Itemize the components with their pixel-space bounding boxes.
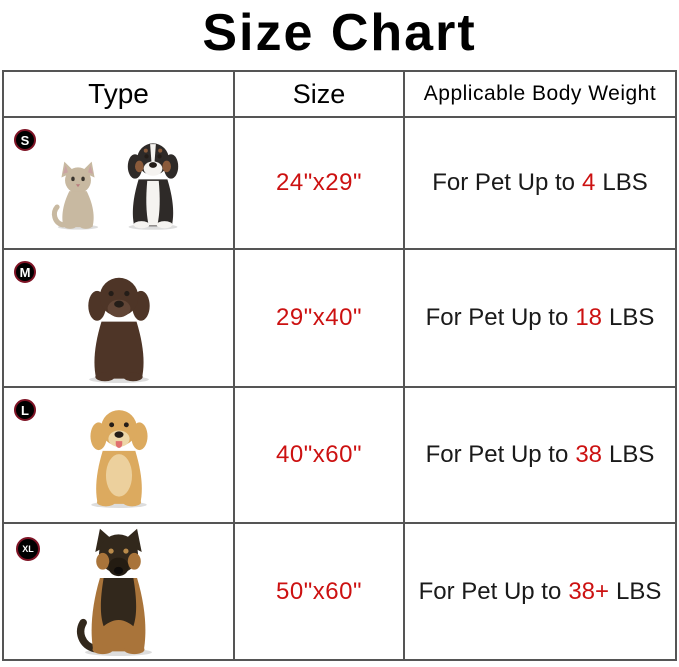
column-header-weight: Applicable Body Weight <box>403 70 677 119</box>
type-cell-s: S <box>2 116 235 251</box>
size-badge-l: L <box>14 399 36 422</box>
weight-value: 18 <box>575 304 603 332</box>
size-value: 24"x29" <box>276 169 362 197</box>
weight-cell-s: For Pet Up to 4 LBS <box>403 116 677 251</box>
weight-value: 4 <box>582 169 596 197</box>
weight-value: 38+ <box>568 577 610 605</box>
type-cell-m: M <box>2 248 235 389</box>
weight-prefix: For Pet Up to <box>432 169 575 197</box>
weight-unit: LBS <box>602 169 648 197</box>
pet-image-s <box>4 136 233 248</box>
size-cell-m: 29"x40" <box>233 248 405 389</box>
table-row-l: L <box>2 386 677 525</box>
type-cell-xl: XL <box>2 522 235 662</box>
puppy-icon <box>127 143 178 231</box>
column-header-size: Size <box>233 70 405 119</box>
size-badge-s: S <box>14 129 36 152</box>
size-badge-xl: XL <box>16 537 40 562</box>
labrador-icon <box>87 278 150 384</box>
column-header-type: Type <box>2 70 235 119</box>
size-cell-l: 40"x60" <box>233 386 405 525</box>
weight-unit: LBS <box>616 577 662 605</box>
size-value: 40"x60" <box>276 441 362 469</box>
cat-icon <box>51 161 98 230</box>
pet-image-m <box>4 269 233 386</box>
german-shepherd-icon <box>77 529 152 657</box>
table-row-s: S <box>2 116 677 251</box>
weight-value: 38 <box>575 441 603 469</box>
golden-retriever-icon <box>89 410 148 509</box>
pet-image-l <box>4 402 233 522</box>
weight-unit: LBS <box>609 304 655 332</box>
weight-text: For Pet Up to 38+ LBS <box>419 578 662 605</box>
weight-prefix: For Pet Up to <box>425 441 569 469</box>
size-value: 50"x60" <box>276 577 362 605</box>
weight-text: For Pet Up to 38 LBS <box>426 441 655 468</box>
table-header-row: Type Size Applicable Body Weight <box>2 70 677 119</box>
weight-prefix: For Pet Up to <box>425 304 569 332</box>
size-cell-s: 24"x29" <box>233 116 405 251</box>
weight-text: For Pet Up to 18 LBS <box>426 304 655 331</box>
weight-unit: LBS <box>609 441 655 469</box>
weight-cell-xl: For Pet Up to 38+ LBS <box>403 522 677 662</box>
weight-prefix: For Pet Up to <box>418 577 562 605</box>
weight-text: For Pet Up to 4 LBS <box>432 169 647 196</box>
type-cell-l: L <box>2 386 235 525</box>
pet-image-xl <box>4 526 233 659</box>
table-row-xl: XL <box>2 522 677 662</box>
size-cell-xl: 50"x60" <box>233 522 405 662</box>
page-title: Size Chart <box>202 4 477 62</box>
size-value: 29"x40" <box>276 304 362 332</box>
size-chart-table: Type Size Applicable Body Weight S <box>2 70 677 662</box>
size-badge-m: M <box>14 261 36 284</box>
table-row-m: M <box>2 248 677 389</box>
weight-cell-l: For Pet Up to 38 LBS <box>403 386 677 525</box>
weight-cell-m: For Pet Up to 18 LBS <box>403 248 677 389</box>
